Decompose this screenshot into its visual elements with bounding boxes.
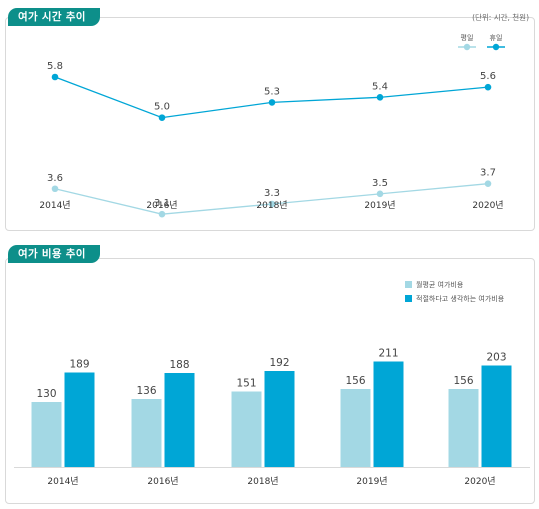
data-point [484, 180, 492, 187]
data-label: 136 [136, 385, 156, 397]
data-label: 188 [169, 359, 189, 371]
x-tick-label: 2014년 [47, 476, 78, 487]
x-tick-label: 2018년 [247, 476, 278, 487]
data-label: 5.8 [47, 61, 63, 72]
data-label: 3.1 [154, 198, 170, 209]
data-point [376, 190, 384, 198]
data-label: 5.3 [264, 86, 280, 97]
data-label: 211 [378, 348, 398, 360]
bar [164, 373, 195, 467]
data-label: 5.0 [154, 102, 170, 113]
legend-label: 적절하다고 생각하는 여가비용 [416, 294, 505, 303]
bar [448, 389, 479, 467]
data-label: 203 [486, 352, 506, 364]
data-point [376, 94, 384, 101]
data-point [158, 210, 166, 218]
data-label: 5.6 [480, 71, 496, 82]
data-label: 130 [36, 388, 56, 400]
data-label: 3.7 [480, 168, 496, 179]
bar [231, 391, 262, 467]
data-point [51, 185, 59, 193]
bar [264, 371, 295, 467]
legend-marker [492, 43, 500, 51]
x-tick-label: 2019년 [356, 476, 387, 487]
legend-label: 휴일 [490, 33, 503, 42]
data-label: 189 [69, 359, 89, 371]
legend-label: 평일 [461, 33, 474, 42]
bar [131, 399, 162, 467]
data-point [158, 114, 166, 121]
x-tick-label: 2014년 [39, 200, 70, 211]
x-tick-label: 2016년 [146, 200, 177, 211]
bar [31, 402, 62, 467]
x-tick-label: 2016년 [147, 476, 178, 487]
data-label: 156 [453, 375, 473, 387]
unit-label: (단위: 시간, 천원) [472, 13, 529, 22]
data-label: 3.6 [47, 173, 63, 184]
bar [373, 361, 404, 467]
x-tick-label: 2019년 [364, 200, 395, 211]
legend-label: 월평균 여가비용 [416, 280, 464, 289]
data-point [268, 99, 276, 106]
data-label: 3.5 [372, 178, 388, 189]
time-trend-tab: 여가 시간 추이 [8, 8, 100, 26]
data-label: 156 [345, 375, 365, 387]
bar [340, 389, 371, 467]
data-point [51, 73, 59, 81]
data-label: 5.4 [372, 81, 388, 92]
bar [64, 372, 95, 467]
legend-swatch [405, 281, 412, 288]
legend-marker [463, 43, 471, 51]
data-point [484, 83, 492, 91]
x-tick-label: 2018년 [256, 200, 287, 211]
time-line-chart: 평일 휴일 3.6 3.1 3.3 3.5 3.7 5.8 5.0 5.3 5.4 5.6 2014년 2… [39, 33, 505, 218]
data-label: 192 [269, 357, 289, 369]
cost-trend-tab: 여가 비용 추이 [8, 245, 100, 263]
legend-swatch [405, 295, 412, 302]
data-label: 151 [236, 378, 256, 390]
x-tick-label: 2020년 [472, 200, 503, 211]
time-trend-panel [5, 17, 535, 231]
data-point [268, 200, 276, 208]
x-tick-label: 2020년 [464, 476, 495, 487]
data-label: 3.3 [264, 188, 280, 199]
bar [481, 365, 512, 467]
